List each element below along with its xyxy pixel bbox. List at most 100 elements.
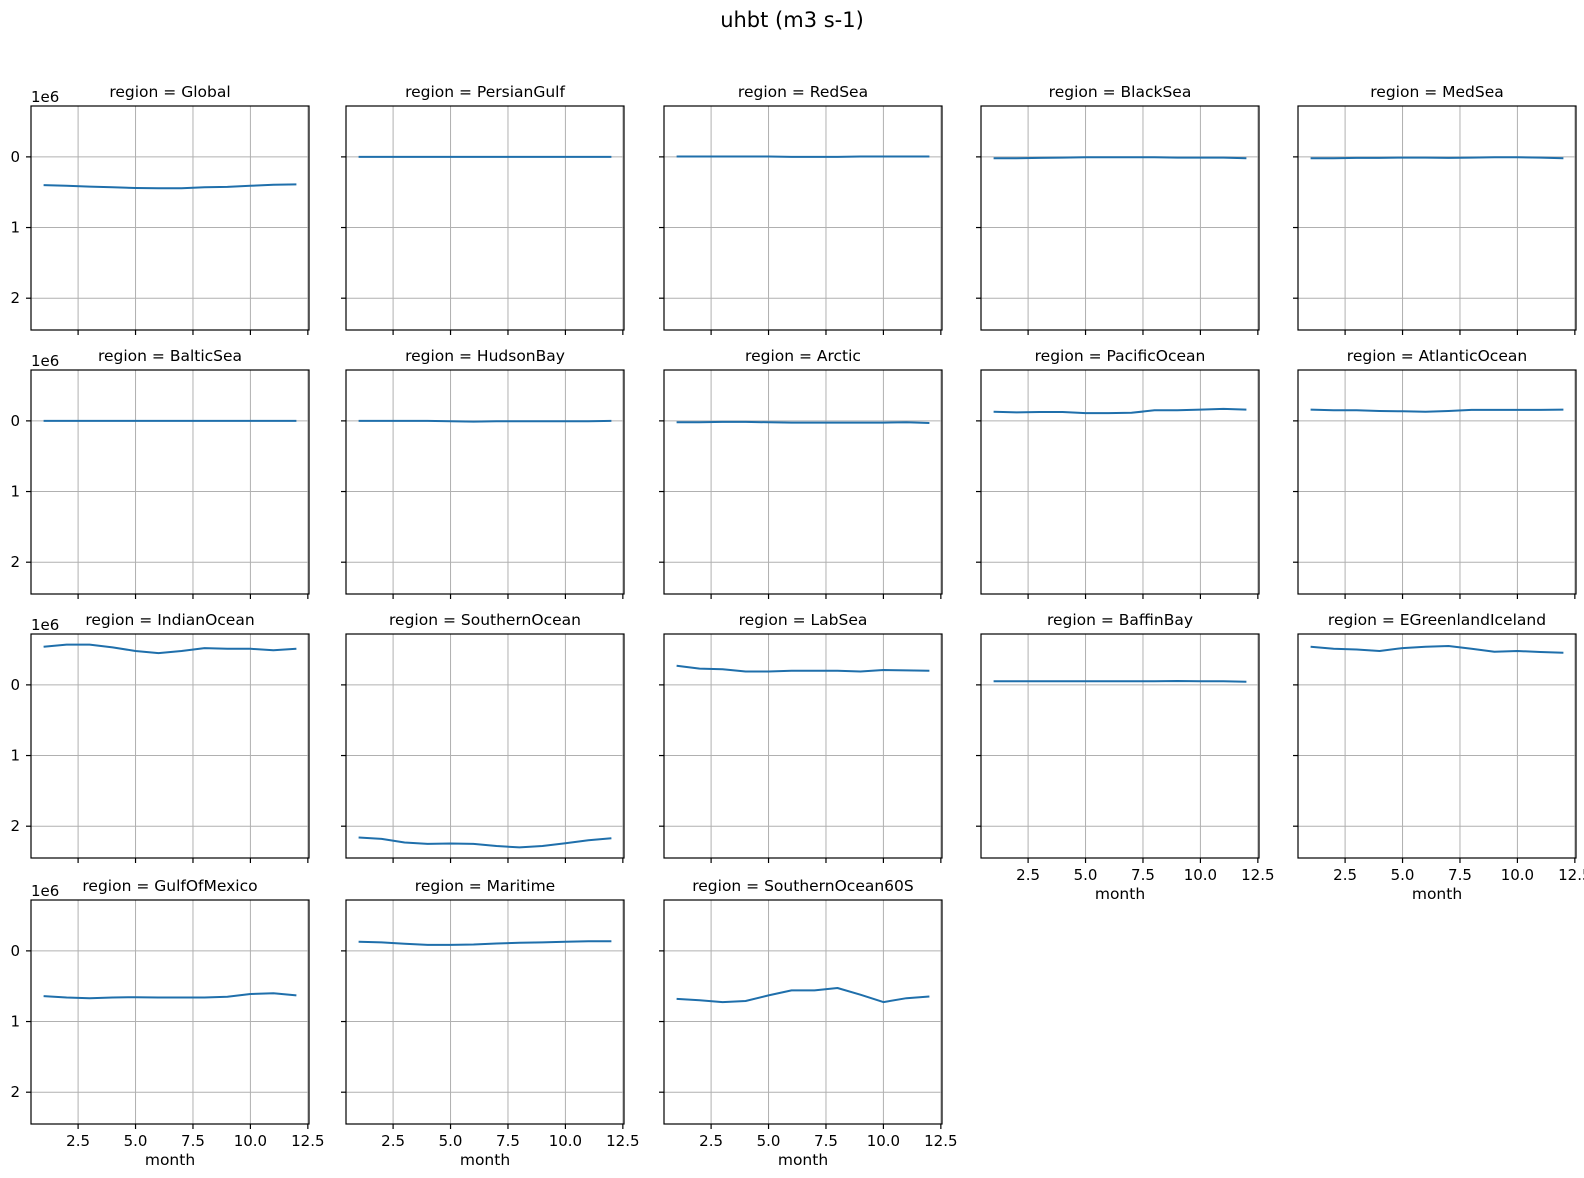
axes-frame bbox=[1297, 369, 1577, 595]
y-tick-label: 0 bbox=[10, 676, 20, 694]
panel-title: region = LabSea bbox=[739, 611, 868, 629]
y-tick-label: 0 bbox=[10, 942, 20, 960]
x-tick-label: 2.5 bbox=[1333, 866, 1357, 884]
series-line bbox=[1310, 156, 1564, 160]
panel: region = GulfOfMexico 0 1 2 1e6 2.5 5.0 7.5 10.0… bbox=[10, 877, 324, 1169]
panel: region = Maritime 2.5 5.0 7.5 10.0 12.5 month bbox=[341, 877, 640, 1169]
panel: region = IndianOcean 0 1 2 1e6 bbox=[10, 611, 310, 863]
x-tick-label: 7.5 bbox=[496, 1132, 520, 1150]
x-tick-label: 5.0 bbox=[757, 1132, 781, 1150]
axes-frame bbox=[663, 899, 943, 1125]
series-line bbox=[358, 836, 612, 849]
panel: region = Global 0 1 2 1e6 bbox=[10, 83, 310, 335]
axes-frame bbox=[1297, 105, 1577, 331]
x-tick-label: 10.0 bbox=[549, 1132, 582, 1150]
x-tick-label: 2.5 bbox=[66, 1132, 90, 1150]
axes-frame bbox=[980, 369, 1260, 595]
panel-title: region = MedSea bbox=[1370, 83, 1503, 101]
axes-frame bbox=[980, 633, 1260, 859]
y-tick-label: 2 bbox=[10, 1083, 20, 1101]
series-line bbox=[676, 420, 930, 424]
x-tick-label: 2.5 bbox=[1016, 866, 1040, 884]
axes-frame bbox=[30, 899, 310, 1125]
series-line bbox=[358, 419, 612, 423]
series-line bbox=[993, 156, 1247, 160]
panel-title: region = RedSea bbox=[738, 83, 868, 101]
panel: region = BalticSea 0 1 2 1e6 bbox=[10, 347, 310, 599]
panel: region = AtlanticOcean bbox=[1293, 347, 1577, 599]
axes-frame bbox=[30, 105, 310, 331]
series-line bbox=[43, 643, 297, 655]
panel-title: region = Maritime bbox=[415, 877, 555, 895]
y-tick-label: 1 bbox=[10, 219, 20, 237]
series-line bbox=[43, 183, 297, 190]
x-tick-label: 10.0 bbox=[1501, 866, 1534, 884]
y-tick-label: 1 bbox=[10, 483, 20, 501]
series-line bbox=[676, 987, 930, 1004]
panel: region = EGreenlandIceland 2.5 5.0 7.5 10.0 1… bbox=[1293, 611, 1584, 903]
axes-frame bbox=[980, 105, 1260, 331]
panel: region = MedSea bbox=[1293, 83, 1577, 335]
panel: region = Arctic bbox=[659, 347, 943, 599]
axes-frame bbox=[30, 633, 310, 859]
panel-title: region = HudsonBay bbox=[405, 347, 565, 365]
axes-frame bbox=[345, 369, 625, 595]
x-tick-label: 5.0 bbox=[1391, 866, 1415, 884]
series-line bbox=[993, 680, 1247, 683]
x-tick-label: 5.0 bbox=[124, 1132, 148, 1150]
figure-title: uhbt (m3 s-1) bbox=[720, 8, 864, 32]
series-line bbox=[358, 940, 612, 946]
x-tick-label: 12.5 bbox=[291, 1132, 324, 1150]
x-tick-label: 5.0 bbox=[1074, 866, 1098, 884]
y-tick-label: 2 bbox=[10, 553, 20, 571]
axes-frame bbox=[663, 369, 943, 595]
series-line bbox=[43, 992, 297, 1000]
panel: region = BaffinBay 2.5 5.0 7.5 10.0 12.5 month bbox=[976, 611, 1275, 903]
panel-title: region = SouthernOcean60S bbox=[692, 877, 914, 895]
series-line bbox=[676, 664, 930, 673]
panel: region = PersianGulf bbox=[341, 83, 625, 335]
x-tick-label: 2.5 bbox=[699, 1132, 723, 1150]
x-tick-label: 12.5 bbox=[606, 1132, 639, 1150]
y-tick-label: 1 bbox=[10, 1013, 20, 1031]
axes-frame bbox=[663, 105, 943, 331]
panel-title: region = PacificOcean bbox=[1035, 347, 1206, 365]
x-tick-label: 2.5 bbox=[381, 1132, 405, 1150]
panel: region = PacificOcean bbox=[976, 347, 1260, 599]
axes-frame bbox=[345, 105, 625, 331]
y-tick-label: 2 bbox=[10, 817, 20, 835]
y-tick-label: 0 bbox=[10, 412, 20, 430]
x-tick-label: 7.5 bbox=[1448, 866, 1472, 884]
x-axis-label: month bbox=[145, 1151, 195, 1169]
x-tick-label: 12.5 bbox=[1558, 866, 1584, 884]
panel: region = SouthernOcean bbox=[341, 611, 625, 863]
panel-title: region = BlackSea bbox=[1049, 83, 1192, 101]
x-tick-label: 10.0 bbox=[234, 1132, 267, 1150]
panel-title: region = EGreenlandIceland bbox=[1328, 611, 1546, 629]
y-tick-label: 2 bbox=[10, 289, 20, 307]
series-line bbox=[993, 407, 1247, 415]
panel-title: region = BalticSea bbox=[98, 347, 242, 365]
panel-title: region = PersianGulf bbox=[405, 83, 565, 101]
y-offset-label: 1e6 bbox=[31, 352, 59, 370]
x-tick-label: 12.5 bbox=[924, 1132, 957, 1150]
x-axis-label: month bbox=[460, 1151, 510, 1169]
series-line bbox=[1310, 408, 1564, 413]
panel: region = HudsonBay bbox=[341, 347, 625, 599]
panel: region = BlackSea bbox=[976, 83, 1260, 335]
x-axis-label: month bbox=[778, 1151, 828, 1169]
y-offset-label: 1e6 bbox=[31, 616, 59, 634]
y-tick-label: 1 bbox=[10, 747, 20, 765]
x-axis-label: month bbox=[1412, 885, 1462, 903]
x-tick-label: 7.5 bbox=[814, 1132, 838, 1150]
axes-frame bbox=[345, 633, 625, 859]
axes-frame bbox=[345, 899, 625, 1125]
panel-title: region = AtlanticOcean bbox=[1347, 347, 1527, 365]
panel: region = RedSea bbox=[659, 83, 943, 335]
panels-grid: region = Global 0 1 2 1e6 region = PersianGul… bbox=[10, 83, 1584, 1169]
panel-title: region = Global bbox=[109, 83, 230, 101]
x-tick-label: 10.0 bbox=[867, 1132, 900, 1150]
x-tick-label: 5.0 bbox=[439, 1132, 463, 1150]
x-tick-label: 12.5 bbox=[1241, 866, 1274, 884]
